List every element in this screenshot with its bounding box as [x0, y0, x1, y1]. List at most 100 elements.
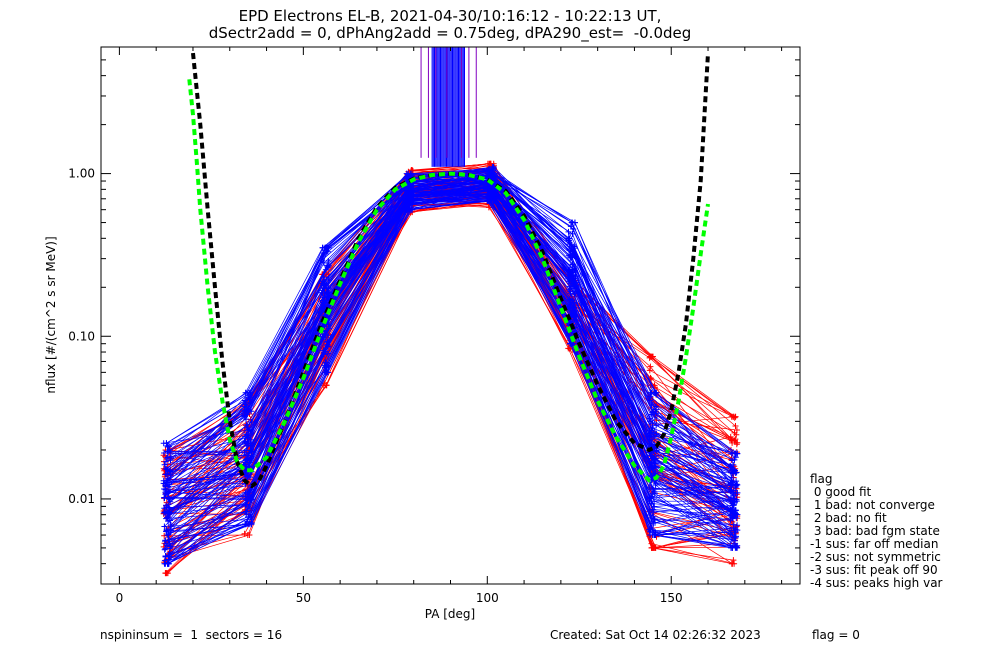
red-trace-point [731, 429, 738, 436]
blue-trace-point [163, 479, 170, 486]
blue-trace-point [729, 544, 736, 551]
blue-trace-point [729, 500, 736, 507]
footer-created: Created: Sat Oct 14 02:26:32 2023 [550, 628, 761, 642]
red-trace-point [727, 433, 734, 440]
blue-trace-point [731, 510, 738, 517]
blue-trace-point [727, 463, 734, 469]
blue-trace-point [321, 284, 328, 291]
red-trace-point [647, 363, 654, 370]
blue-trace-point [162, 482, 169, 489]
blue-trace-point [163, 515, 170, 522]
blue-trace-point [734, 481, 741, 488]
y-axis-label: nflux [#/(cm^2 s sr MeV)] [44, 236, 58, 393]
blue-trace-point [650, 520, 657, 527]
blue-trace-point [245, 407, 252, 414]
red-trace-point [647, 353, 654, 360]
chart-title-line2: dSectr2add = 0, dPhAng2add = 0.75deg, dP… [208, 24, 692, 42]
blue-trace-point [320, 305, 327, 312]
green-fit-curve [187, 79, 710, 483]
blue-trace-point [733, 515, 740, 521]
blue-trace-point [163, 440, 170, 447]
blue-trace-point [650, 486, 657, 493]
blue-trace-point [322, 359, 329, 366]
blue-trace-point [569, 230, 576, 237]
blue-trace-point [247, 514, 254, 520]
red-trace-point [730, 557, 737, 564]
blue-trace-point [652, 482, 659, 488]
blue-trace-point [569, 261, 576, 268]
red-trace-point [163, 570, 170, 577]
blue-trace-point [162, 540, 169, 547]
blue-trace-point [733, 533, 739, 540]
blue-trace-point [650, 429, 657, 436]
blue-trace-point [647, 532, 654, 538]
blue-trace-point [248, 519, 255, 526]
red-trace-point [646, 367, 653, 374]
blue-trace-line [165, 196, 731, 545]
x-tick-label: 150 [660, 591, 683, 605]
blue-trace-point [166, 552, 172, 558]
blue-trace-point [323, 288, 330, 295]
blue-trace-point [167, 521, 174, 528]
red-trace-point [731, 414, 738, 421]
footer-spin-info: nspininsum = 1 sectors = 16 [100, 628, 283, 642]
blue-trace-line [170, 189, 731, 526]
blue-trace-point [165, 531, 172, 538]
blue-trace-point [167, 457, 174, 464]
blue-trace-point [566, 252, 573, 259]
red-trace-point [730, 413, 737, 420]
chart-title-line1: EPD Electrons EL-B, 2021-04-30/10:16:12 … [238, 7, 662, 25]
blue-trace-point [731, 456, 738, 463]
blue-trace-point [728, 536, 735, 543]
blue-trace-point [652, 460, 659, 467]
blue-trace-point [323, 369, 330, 376]
blue-trace-point [319, 333, 326, 340]
blue-trace-point [241, 438, 248, 445]
blue-trace-point [324, 264, 331, 271]
x-tick-label: 100 [476, 591, 499, 605]
blue-trace-point [161, 546, 168, 553]
blue-trace-point [244, 472, 251, 479]
blue-trace-point [648, 411, 655, 418]
blue-trace-line [166, 183, 737, 515]
blue-trace-point [161, 505, 168, 512]
blue-trace-line [167, 181, 733, 516]
blue-trace-point [730, 492, 737, 499]
legend-item-7: -4 sus: peaks high var [810, 576, 943, 590]
blue-trace-line [168, 182, 735, 535]
blue-trace-point [565, 228, 572, 235]
blue-trace-point [325, 258, 332, 264]
blue-trace-point [646, 427, 653, 434]
red-trace-point [241, 530, 248, 537]
blue-trace-line [166, 168, 733, 470]
blue-trace-point [243, 447, 250, 454]
blue-trace-point [727, 496, 734, 503]
blue-trace-line [164, 189, 737, 509]
blue-trace-point [162, 458, 169, 465]
blue-trace-point [565, 235, 572, 242]
blue-trace-point [489, 167, 496, 174]
blue-trace-point [727, 482, 734, 489]
blue-trace-point [572, 267, 578, 274]
legend-item-5: -2 sus: not symmetric [810, 550, 941, 564]
blue-trace-point [161, 450, 168, 456]
blue-trace-line [165, 172, 731, 487]
blue-trace-point [161, 461, 168, 468]
blue-trace-point [490, 163, 497, 170]
legend-item-1: 1 bad: not converge [810, 498, 935, 512]
blue-trace-point [569, 271, 575, 278]
legend-title: flag [810, 472, 833, 486]
blue-trace-point [322, 244, 329, 251]
red-trace-point [408, 167, 415, 174]
blue-trace-point [653, 406, 659, 413]
x-tick-label: 50 [296, 591, 311, 605]
legend-item-6: -3 sus: fit peak off 90 [810, 563, 938, 577]
blue-trace-point [162, 471, 169, 478]
blue-trace-point [732, 470, 739, 476]
blue-trace-point [728, 527, 734, 534]
blue-trace-point [243, 403, 250, 410]
blue-trace-point [731, 495, 738, 502]
blue-trace-line [166, 184, 731, 501]
blue-trace-line [166, 187, 734, 532]
blue-trace-point [162, 465, 169, 472]
